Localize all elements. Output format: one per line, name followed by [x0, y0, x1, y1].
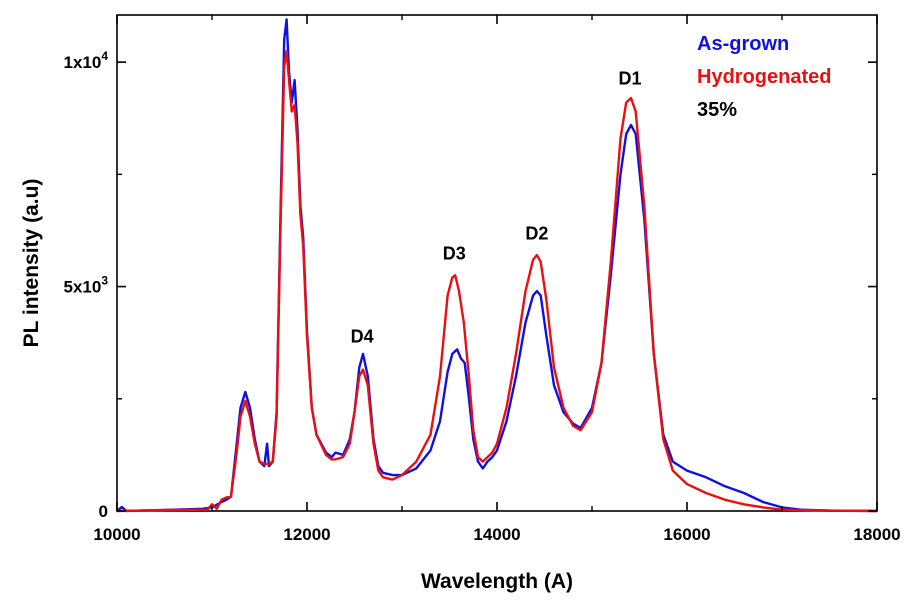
series-layer — [116, 18, 878, 513]
series-line-as-grown — [116, 18, 878, 513]
series-line-hydrogenated — [116, 49, 878, 513]
y-axis-title: PL intensity (a.u) — [20, 179, 43, 348]
legend-label-as-grown: As-grown — [697, 33, 789, 55]
legend-note: 35% — [697, 99, 737, 121]
x-tick-label: 14000 — [473, 525, 520, 544]
y-tick-label: 1x104 — [63, 49, 108, 72]
x-tick-label: 18000 — [853, 525, 900, 544]
x-axis-title: Wavelength (A) — [421, 570, 573, 593]
x-tick-label: 16000 — [663, 525, 710, 544]
plot-frame — [116, 14, 878, 512]
legend: As-grown Hydrogenated 35% — [697, 33, 831, 121]
tick-layer: 10000 12000 14000 16000 18000 0 5x103 1x104 — [63, 15, 901, 544]
annotation-layer: D1 D2 D3 D4 — [351, 69, 642, 347]
y-tick-label: 0 — [99, 502, 108, 521]
legend-label-hydrogenated: Hydrogenated — [697, 66, 831, 88]
peak-label-d3: D3 — [443, 244, 466, 264]
peak-label-d1: D1 — [618, 69, 641, 89]
x-tick-label: 12000 — [283, 525, 330, 544]
peak-label-d4: D4 — [351, 327, 374, 347]
x-tick-label: 10000 — [93, 525, 140, 544]
peak-label-d2: D2 — [525, 223, 548, 243]
y-tick-label: 5x103 — [63, 274, 108, 297]
